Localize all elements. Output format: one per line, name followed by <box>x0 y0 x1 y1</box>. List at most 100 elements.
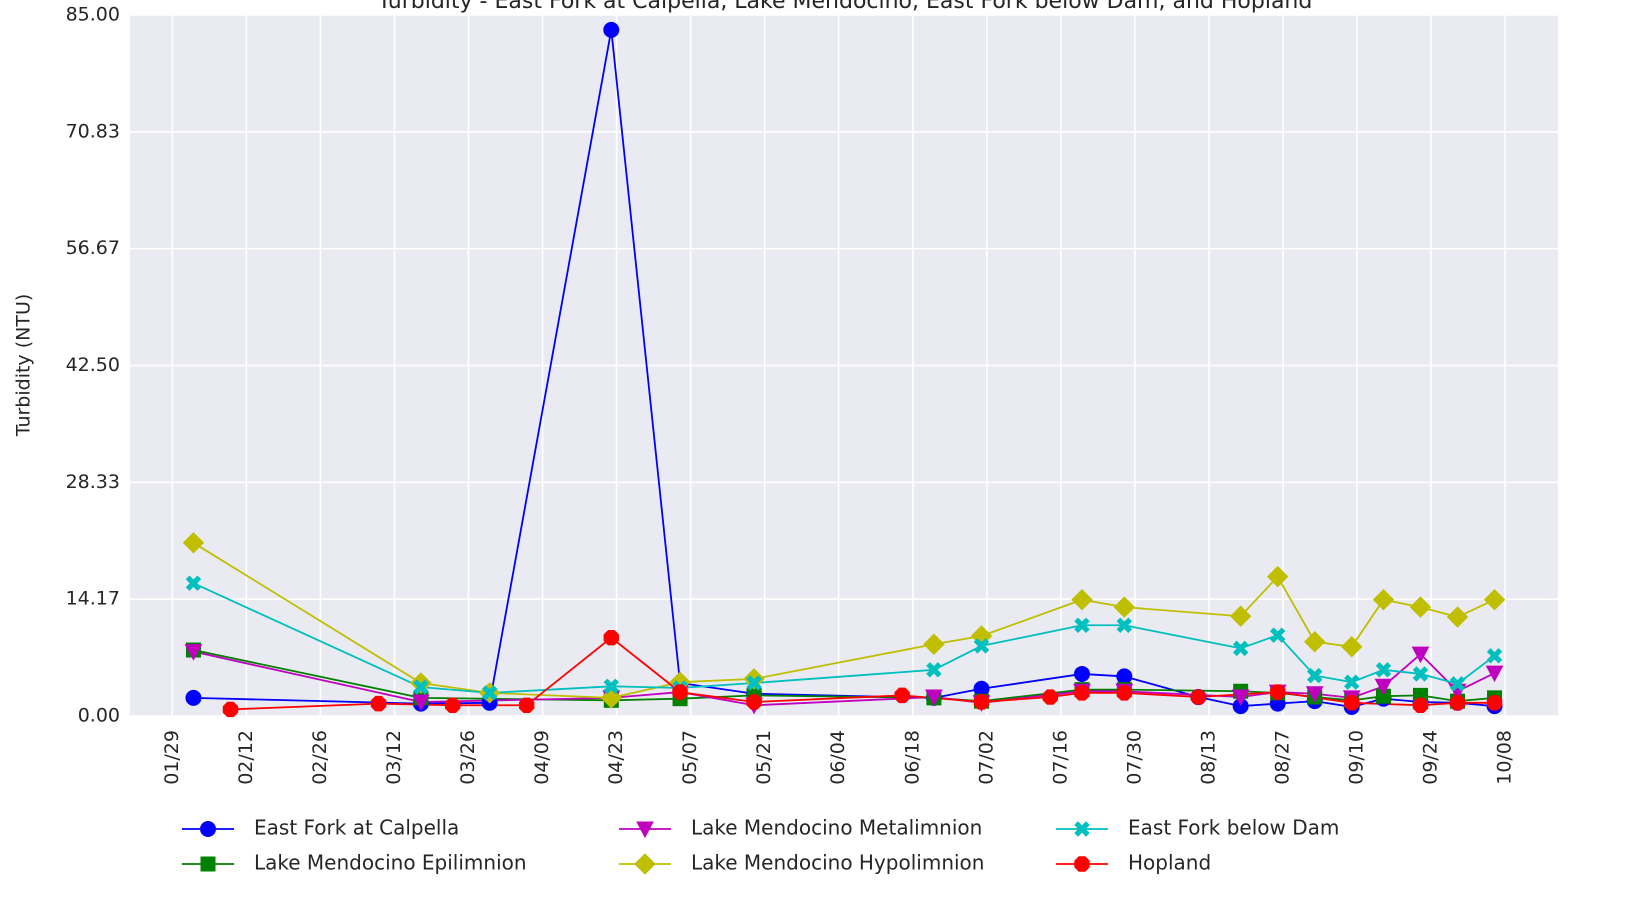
marker <box>1305 686 1324 703</box>
legend-entry: Lake Mendocino Hypolimnion <box>619 851 984 875</box>
marker <box>1449 695 1466 711</box>
marker <box>1266 565 1289 588</box>
marker <box>1372 589 1395 611</box>
y-tick-label: 56.67 <box>66 237 120 259</box>
legend-label: East Fork at Calpella <box>254 816 459 840</box>
x-tick-label: 06/04 <box>827 730 849 785</box>
marker <box>1449 676 1466 692</box>
legend-marker <box>1074 821 1090 837</box>
x-tick-label: 02/12 <box>235 730 257 785</box>
marker <box>603 629 619 646</box>
legend-marker <box>636 821 654 839</box>
legend-label: Lake Mendocino Epilimnion <box>254 851 527 875</box>
marker <box>1446 606 1469 628</box>
y-tick-label: 28.33 <box>66 471 120 493</box>
legend-label: Lake Mendocino Hypolimnion <box>691 851 984 875</box>
marker <box>1071 589 1093 611</box>
marker <box>1486 648 1503 664</box>
legend-entry: East Fork at Calpella <box>182 816 459 840</box>
y-tick-label: 42.50 <box>66 354 120 376</box>
legend-label: Lake Mendocino Metalimnion <box>691 816 982 840</box>
x-tick-label: 09/10 <box>1346 730 1368 785</box>
marker <box>1374 678 1393 696</box>
marker <box>1344 695 1360 711</box>
x-tick-label: 04/09 <box>531 730 553 785</box>
x-tick-label: 05/21 <box>753 730 775 785</box>
marker <box>1304 631 1326 653</box>
y-tick-label: 85.00 <box>66 4 120 26</box>
x-tick-label: 05/07 <box>679 730 701 785</box>
x-tick-label: 01/29 <box>161 730 183 785</box>
x-tick-label: 08/13 <box>1197 730 1219 785</box>
legend-marker <box>634 853 656 875</box>
marker <box>444 697 461 713</box>
marker <box>603 678 619 695</box>
marker <box>1375 662 1392 678</box>
marker <box>1042 689 1058 705</box>
marker <box>518 697 535 713</box>
marker <box>1269 684 1286 700</box>
marker <box>672 684 688 700</box>
marker <box>1269 627 1286 643</box>
marker <box>1307 667 1323 684</box>
marker <box>182 532 205 554</box>
y-tick-label: 14.17 <box>66 588 120 610</box>
marker <box>1190 689 1207 705</box>
legend-entry: Lake Mendocino Metalimnion <box>619 816 982 840</box>
marker <box>1232 640 1249 657</box>
marker <box>1074 665 1090 682</box>
legend-marker <box>200 821 216 837</box>
marker <box>746 694 762 710</box>
marker <box>1074 617 1090 633</box>
y-tick-label: 70.83 <box>66 120 120 142</box>
marker <box>1485 665 1504 683</box>
series-line <box>193 582 1496 694</box>
x-tick-label: 03/12 <box>383 730 405 785</box>
x-tick-label: 09/24 <box>1420 730 1442 785</box>
legend-marker <box>1074 856 1090 872</box>
x-tick-label: 02/26 <box>309 730 331 785</box>
y-tick-label: 0.00 <box>78 705 120 727</box>
marker <box>1412 697 1429 713</box>
marker <box>1411 646 1430 664</box>
marker <box>894 687 910 704</box>
x-tick-label: 06/18 <box>901 730 923 785</box>
marker <box>370 695 387 712</box>
marker <box>1409 596 1432 618</box>
marker <box>1116 617 1133 633</box>
marker <box>412 694 430 712</box>
x-tick-label: 04/23 <box>605 730 627 785</box>
marker <box>973 638 990 654</box>
legend-entry: East Fork below Dam <box>1056 816 1339 840</box>
marker <box>1116 668 1133 685</box>
marker <box>1344 674 1360 690</box>
marker <box>1341 636 1363 658</box>
marker <box>1231 689 1250 707</box>
marker <box>926 662 942 678</box>
marker <box>185 689 202 706</box>
marker <box>1229 605 1252 627</box>
marker <box>925 689 943 707</box>
legend-marker <box>200 856 216 872</box>
series-line <box>230 636 1495 711</box>
x-tick-label: 08/27 <box>1271 730 1293 785</box>
x-tick-label: 07/30 <box>1123 730 1145 785</box>
x-tick-label: 07/16 <box>1049 730 1071 785</box>
marker <box>1113 596 1136 618</box>
marker <box>743 668 765 690</box>
marker <box>973 694 990 710</box>
legend-entry: Hopland <box>1056 851 1211 875</box>
x-tick-label: 10/08 <box>1494 730 1516 785</box>
marker <box>184 644 203 661</box>
marker <box>1074 685 1090 701</box>
marker <box>1116 685 1133 701</box>
marker <box>185 575 202 591</box>
marker <box>1486 695 1503 711</box>
marker <box>410 672 432 694</box>
x-tick-label: 07/02 <box>975 730 997 785</box>
chart-title: Turbidity - East Fork at Calpella, Lake … <box>377 0 1313 14</box>
marker <box>1483 589 1506 611</box>
legend-label: Hopland <box>1128 851 1211 875</box>
y-axis-label: Turbidity (NTU) <box>13 294 35 438</box>
